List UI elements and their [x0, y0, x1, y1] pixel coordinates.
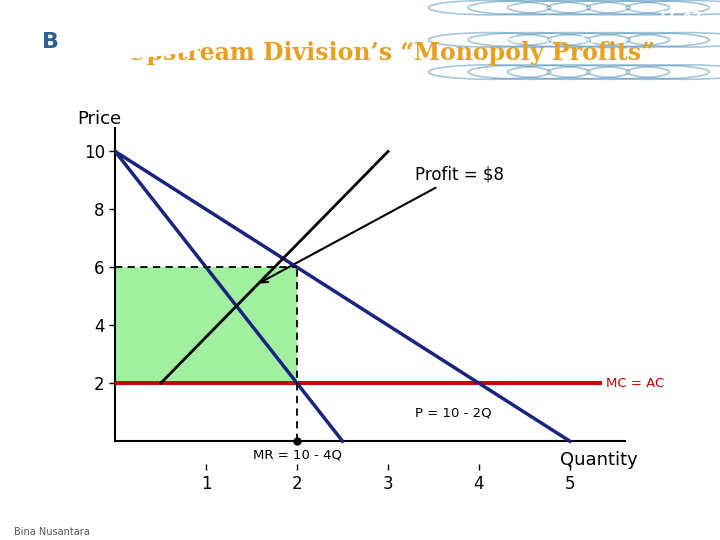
Text: B: B [42, 32, 59, 52]
Text: People. Innovation. Excellence.: People. Innovation. Excellence. [490, 36, 630, 45]
Text: Profit = $8: Profit = $8 [261, 166, 504, 282]
Circle shape [0, 24, 209, 61]
Text: P = 10 - 2Q: P = 10 - 2Q [415, 407, 492, 420]
Text: MR = 10 - 4Q: MR = 10 - 4Q [253, 448, 341, 461]
Text: MC = AC: MC = AC [606, 377, 665, 390]
Text: 11-42: 11-42 [657, 10, 702, 24]
Text: Price: Price [77, 110, 121, 129]
Bar [115, 267, 297, 383]
Text: Upstream Division’s “Monopoly Profits”: Upstream Division’s “Monopoly Profits” [126, 40, 655, 65]
Text: Quantity: Quantity [560, 451, 638, 469]
Text: Bina Nusantara: Bina Nusantara [14, 527, 90, 537]
